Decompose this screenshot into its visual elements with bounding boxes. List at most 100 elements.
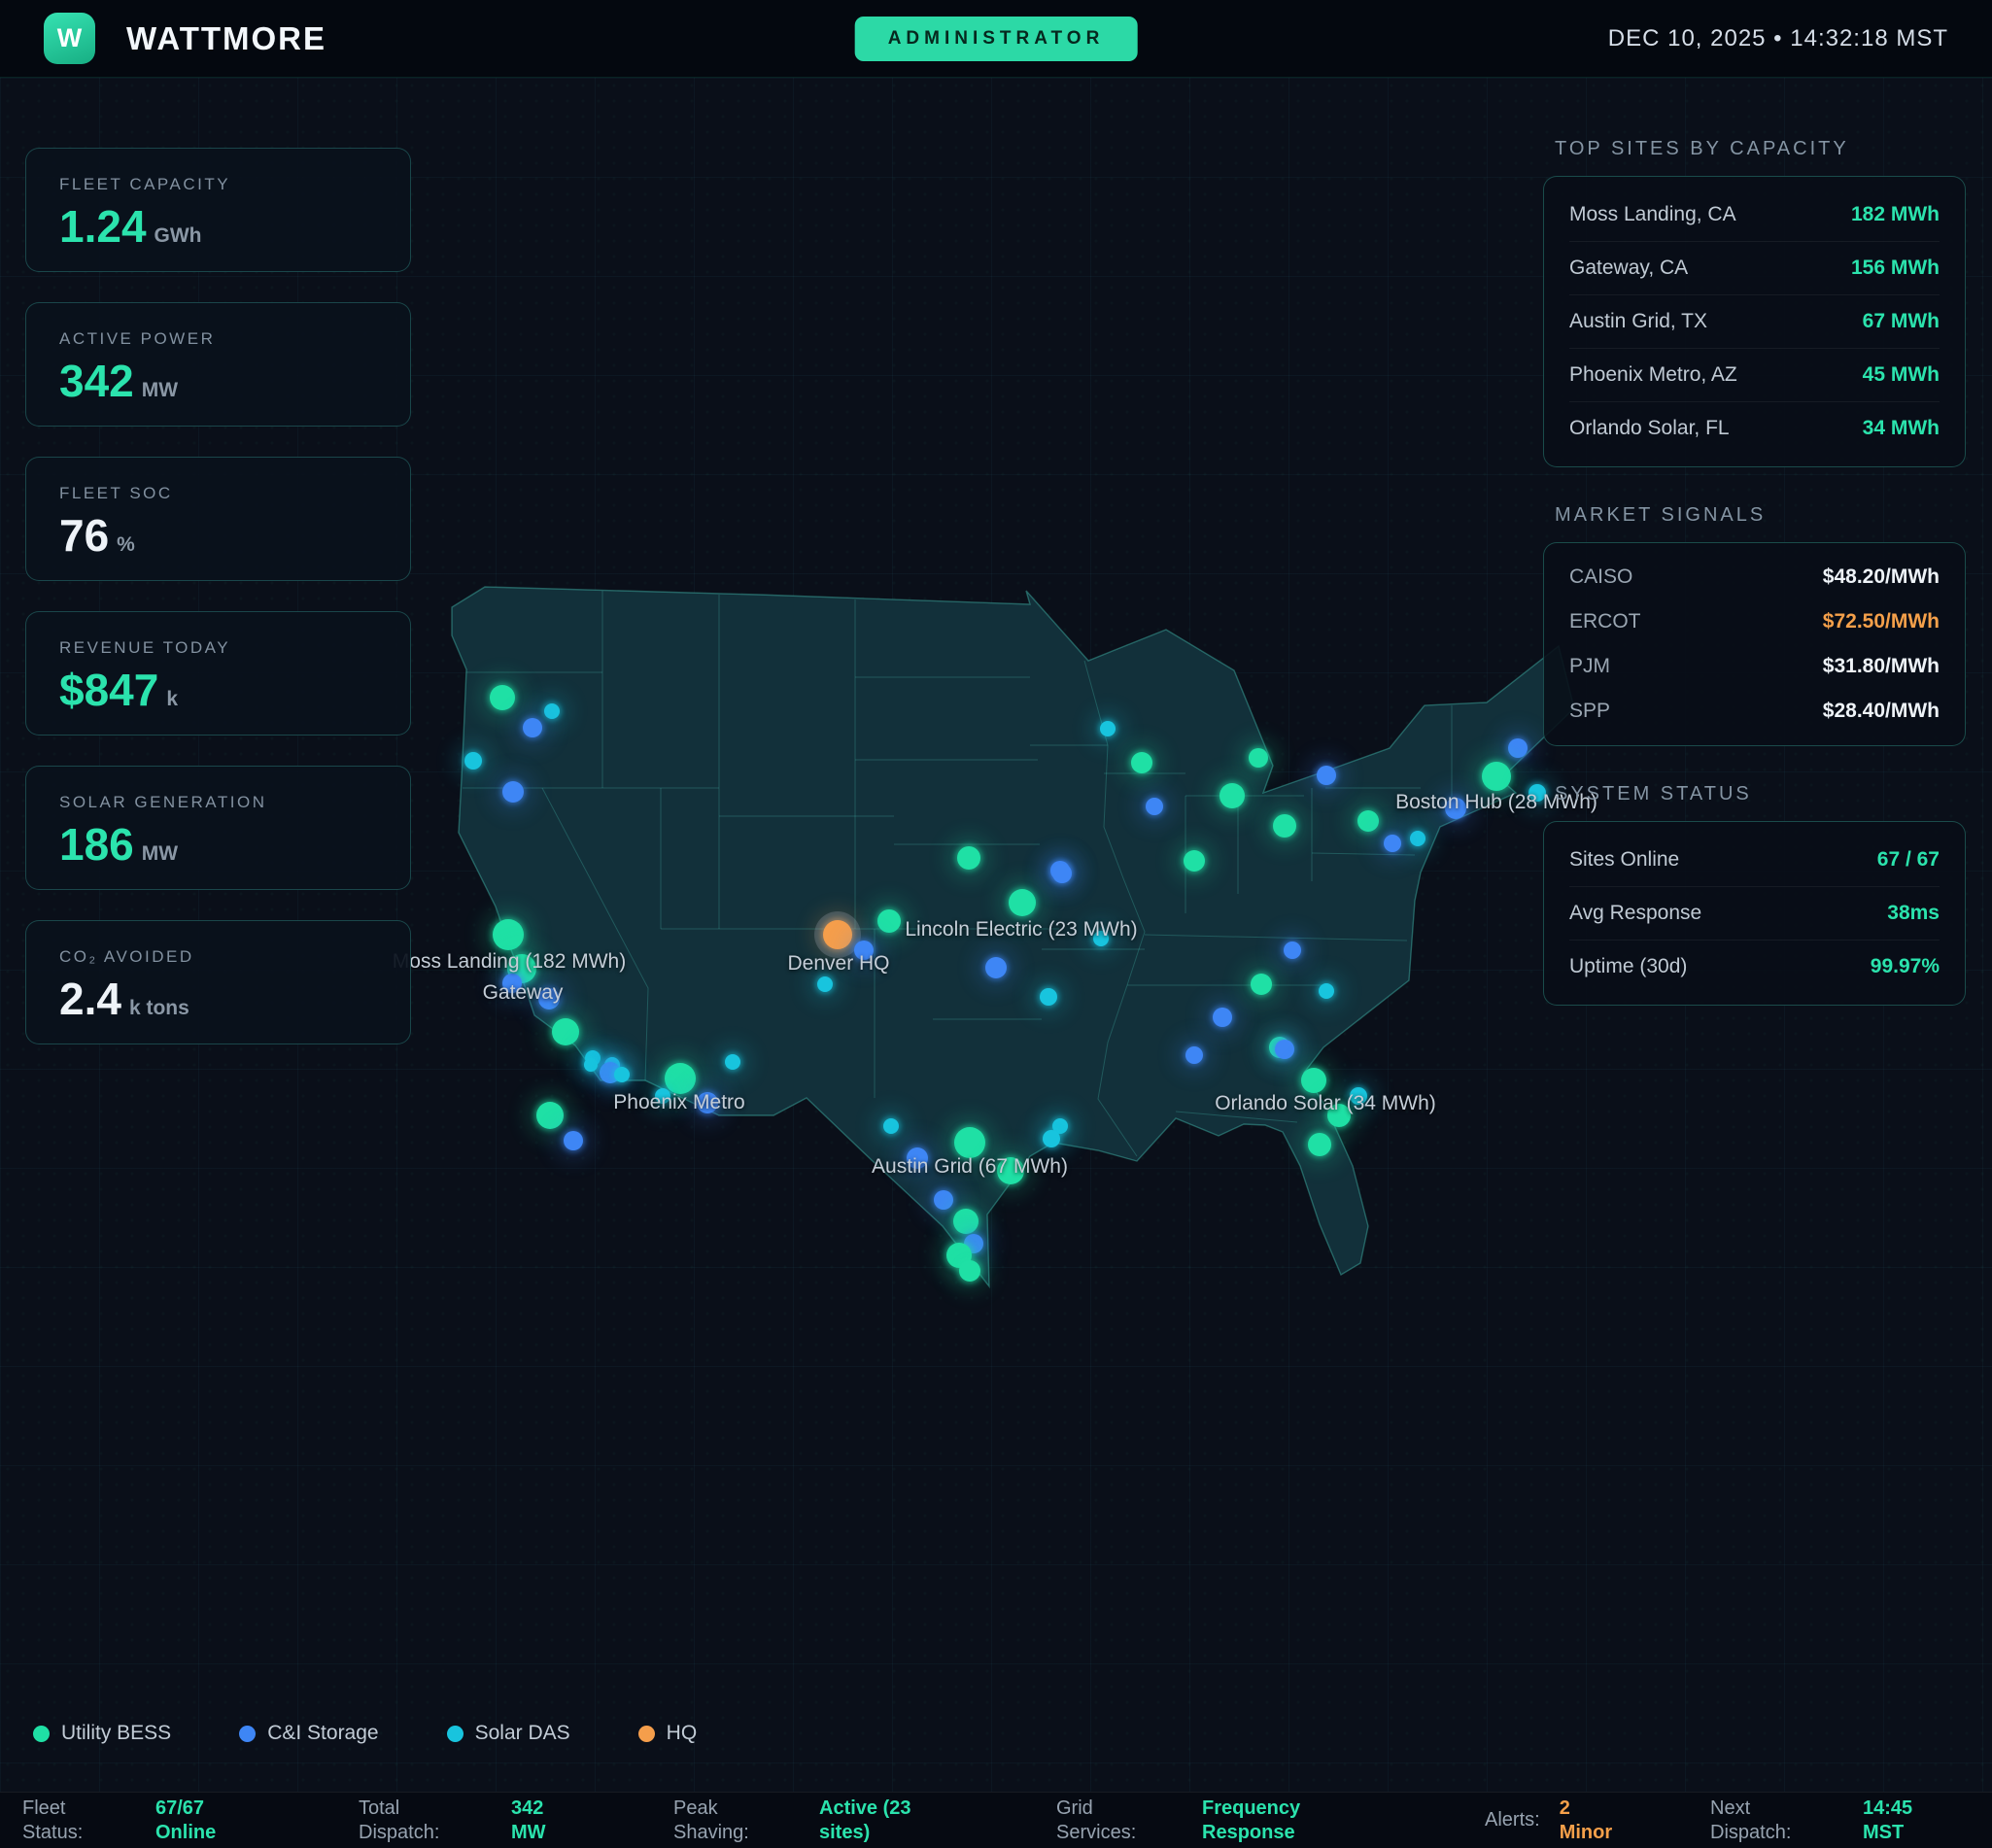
site-dot-bess[interactable] xyxy=(552,1018,579,1045)
site-dot-ci[interactable] xyxy=(1185,1046,1203,1064)
right-panel-column: TOP SITES BY CAPACITY Moss Landing, CA 18… xyxy=(1543,138,1966,1043)
site-dot-ci[interactable] xyxy=(934,1190,953,1210)
map-site-label: Austin Grid (67 MWh) xyxy=(872,1155,1068,1178)
site-dot-ci[interactable] xyxy=(1284,941,1301,959)
site-dot-solar[interactable] xyxy=(883,1118,899,1134)
site-dot-ci[interactable] xyxy=(502,974,522,993)
app-logo-letter: W xyxy=(56,23,83,52)
site-dot-ci[interactable] xyxy=(1384,835,1401,852)
kpi-revenue-today: REVENUE TODAY $847 k xyxy=(25,611,411,736)
site-dot-ci[interactable] xyxy=(1146,798,1163,815)
kpi-unit: k tons xyxy=(128,997,189,1019)
legend-item-hq[interactable]: HQ xyxy=(637,1722,698,1745)
legend-item-solar-das[interactable]: Solar DAS xyxy=(446,1722,570,1745)
site-dot-bess[interactable] xyxy=(997,1157,1024,1184)
site-dot-bess[interactable] xyxy=(1131,752,1152,773)
kpi-value: $847 xyxy=(59,665,159,715)
status-value: 38ms xyxy=(1887,902,1940,924)
site-dot-bess[interactable] xyxy=(665,1063,696,1094)
site-dot-solar[interactable] xyxy=(725,1054,740,1070)
site-row: Gateway, CA 156 MWh xyxy=(1569,242,1940,295)
site-dot-bess[interactable] xyxy=(954,1127,985,1158)
site-dot-bess[interactable] xyxy=(1301,1068,1326,1093)
site-dot-solar[interactable] xyxy=(1319,983,1334,999)
site-dot-ci[interactable] xyxy=(697,1092,718,1113)
site-dot-ci[interactable] xyxy=(1052,864,1072,883)
status-row: Sites Online 67 / 67 xyxy=(1569,834,1940,887)
site-capacity: 45 MWh xyxy=(1862,363,1940,386)
site-dot-bess[interactable] xyxy=(1482,762,1511,791)
grid-services-label: Grid Services: xyxy=(1056,1797,1137,1843)
legend-label: HQ xyxy=(666,1722,698,1744)
administrator-badge[interactable]: ADMINISTRATOR xyxy=(854,16,1138,61)
site-dot-bess[interactable] xyxy=(536,1102,564,1129)
site-dot-solar[interactable] xyxy=(544,703,560,719)
site-dot-ci[interactable] xyxy=(1275,1040,1294,1059)
market-price: $72.50/MWh xyxy=(1822,610,1940,633)
site-dot-bess[interactable] xyxy=(490,685,515,710)
kpi-solar-generation: SOLAR GENERATION 186 MW xyxy=(25,766,411,890)
legend-item-ci-storage[interactable]: C&I Storage xyxy=(239,1722,379,1745)
site-dot-solar[interactable] xyxy=(1052,1118,1068,1134)
alerts-label: Alerts: xyxy=(1485,1809,1540,1831)
site-dot-bess[interactable] xyxy=(1327,1104,1351,1127)
site-dot-ci[interactable] xyxy=(985,957,1007,978)
site-dot-ci[interactable] xyxy=(1317,766,1336,785)
site-dot-ci[interactable] xyxy=(907,1147,928,1169)
site-capacity: 156 MWh xyxy=(1850,257,1940,279)
status-value: 99.97% xyxy=(1870,955,1940,977)
site-dot-solar[interactable] xyxy=(655,1088,670,1104)
site-dot-solar[interactable] xyxy=(1350,1087,1367,1105)
site-dot-ci[interactable] xyxy=(538,988,560,1010)
market-name: CAISO xyxy=(1569,565,1633,588)
legend-label: Solar DAS xyxy=(474,1722,570,1744)
site-dot-bess[interactable] xyxy=(877,909,901,933)
kpi-unit: MW xyxy=(141,842,179,865)
legend-item-utility-bess[interactable]: Utility BESS xyxy=(33,1722,171,1745)
fleet-status-value: 67/67 Online xyxy=(155,1797,217,1843)
kpi-label: SOLAR GENERATION xyxy=(59,793,267,811)
kpi-unit: k xyxy=(166,688,179,710)
market-signals-title: MARKET SIGNALS xyxy=(1555,504,1767,526)
site-dot-bess[interactable] xyxy=(959,1260,980,1282)
kpi-value: 2.4 xyxy=(59,974,121,1024)
site-dot-bess[interactable] xyxy=(493,919,524,950)
site-dot-bess[interactable] xyxy=(1251,974,1272,995)
site-dot-solar[interactable] xyxy=(584,1058,598,1072)
site-dot-ci[interactable] xyxy=(1508,738,1528,758)
site-dot-bess[interactable] xyxy=(953,1209,979,1234)
site-dot-solar[interactable] xyxy=(1100,721,1116,736)
datetime-display: DEC 10, 2025 • 14:32:18 MST xyxy=(1607,24,1948,51)
system-status-title: SYSTEM STATUS xyxy=(1555,783,1752,804)
dashboard-canvas: Moss Landing (182 MWh) Gateway Phoenix Met… xyxy=(0,78,1992,1793)
site-dot-solar[interactable] xyxy=(1410,831,1425,846)
site-row: Austin Grid, TX 67 MWh xyxy=(1569,295,1940,349)
site-dot-solar[interactable] xyxy=(1043,1130,1060,1147)
kpi-label: CO₂ AVOIDED xyxy=(59,947,194,966)
site-dot-bess[interactable] xyxy=(1009,889,1036,916)
utility-bess-dot-icon xyxy=(33,1725,50,1742)
site-dot-ci[interactable] xyxy=(1445,798,1466,819)
site-dot-bess[interactable] xyxy=(1184,850,1205,872)
site-dot-ci[interactable] xyxy=(502,781,524,803)
site-dot-bess[interactable] xyxy=(1357,810,1379,832)
site-dot-hq[interactable] xyxy=(823,920,852,949)
site-dot-solar[interactable] xyxy=(614,1067,630,1082)
site-dot-solar[interactable] xyxy=(817,976,833,992)
site-dot-ci[interactable] xyxy=(523,718,542,737)
site-dot-solar[interactable] xyxy=(1040,988,1057,1006)
site-dot-solar[interactable] xyxy=(1528,784,1546,802)
site-dot-ci[interactable] xyxy=(1213,1008,1232,1027)
site-dot-bess[interactable] xyxy=(957,846,980,870)
site-dot-solar[interactable] xyxy=(1093,931,1109,946)
map-site-label: Moss Landing (182 MWh) xyxy=(392,950,627,973)
site-dot-solar[interactable] xyxy=(464,752,482,770)
market-price: $31.80/MWh xyxy=(1822,655,1940,677)
site-dot-ci[interactable] xyxy=(854,941,874,960)
hq-dot-icon xyxy=(637,1725,655,1742)
site-dot-bess[interactable] xyxy=(1249,748,1268,768)
site-dot-bess[interactable] xyxy=(1219,783,1245,808)
site-dot-bess[interactable] xyxy=(1308,1133,1331,1156)
site-dot-ci[interactable] xyxy=(564,1131,583,1150)
site-dot-bess[interactable] xyxy=(1273,814,1296,838)
